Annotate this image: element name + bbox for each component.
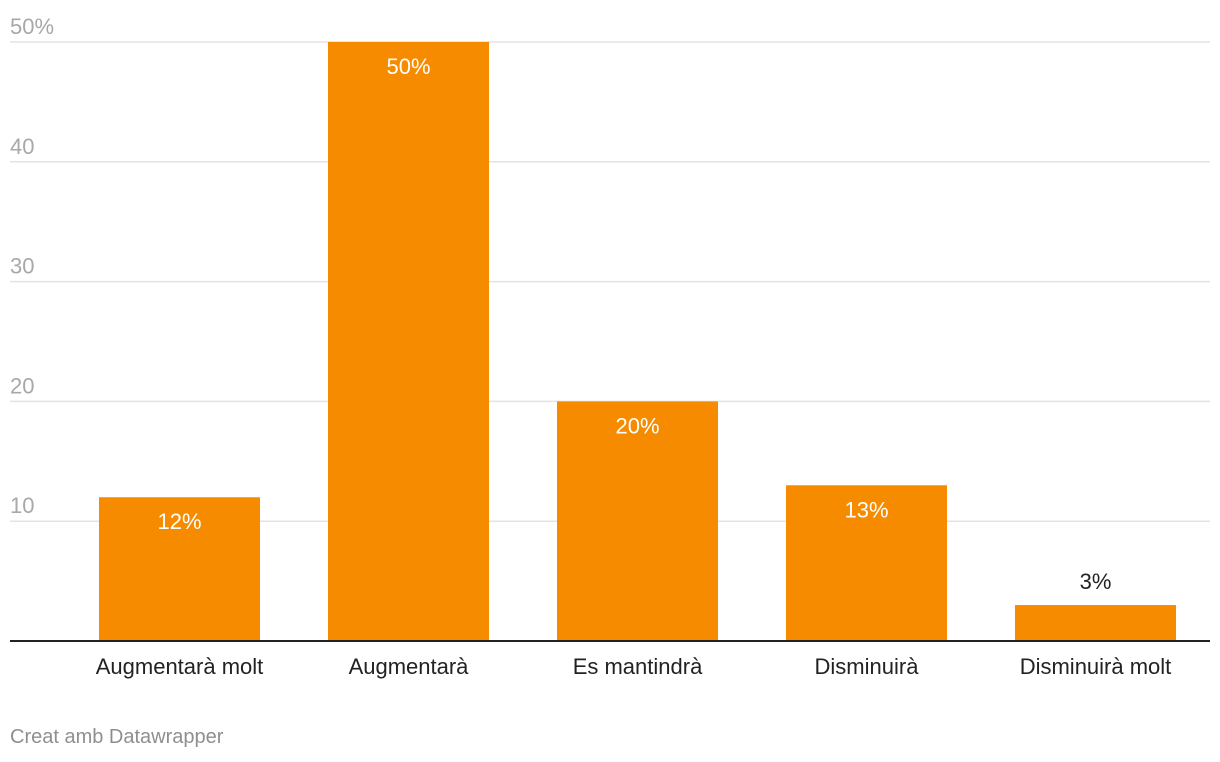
x-tick-label: Es mantindrà xyxy=(573,654,703,679)
bar-value-label: 13% xyxy=(844,497,888,522)
x-tick-label: Augmentarà molt xyxy=(96,654,264,679)
bar-value-label: 12% xyxy=(157,509,201,534)
bar-value-label: 3% xyxy=(1080,569,1112,594)
value-labels: 12% 50% 20% 13% 3% xyxy=(157,54,1111,594)
bar-value-label: 50% xyxy=(386,54,430,79)
bar xyxy=(557,401,718,641)
y-tick-label: 10 xyxy=(10,493,34,518)
bar xyxy=(786,485,947,641)
x-tick-label: Augmentarà xyxy=(349,654,470,679)
y-tick-label: 50% xyxy=(10,14,54,39)
bars xyxy=(99,42,1176,641)
bar-chart: 10 20 30 40 50% 12% 50% 20% 13% 3% Augmentarà mo… xyxy=(10,14,1210,679)
credit-footer: Creat amb Datawrapper xyxy=(10,726,224,748)
x-tick-label: Disminuirà molt xyxy=(1020,654,1172,679)
gridlines xyxy=(10,41,1210,522)
bar-value-label: 20% xyxy=(615,413,659,438)
bar xyxy=(1015,605,1176,641)
y-tick-label: 20 xyxy=(10,373,34,398)
y-tick-label: 40 xyxy=(10,134,34,159)
bar xyxy=(99,497,260,641)
x-axis-labels: Augmentarà molt Augmentarà Es mantindrà Dis… xyxy=(96,654,1172,679)
x-tick-label: Disminuirà xyxy=(815,654,920,679)
y-tick-label: 30 xyxy=(10,254,34,279)
bar xyxy=(328,42,489,641)
y-axis-ticks: 10 20 30 40 50% xyxy=(10,14,54,518)
